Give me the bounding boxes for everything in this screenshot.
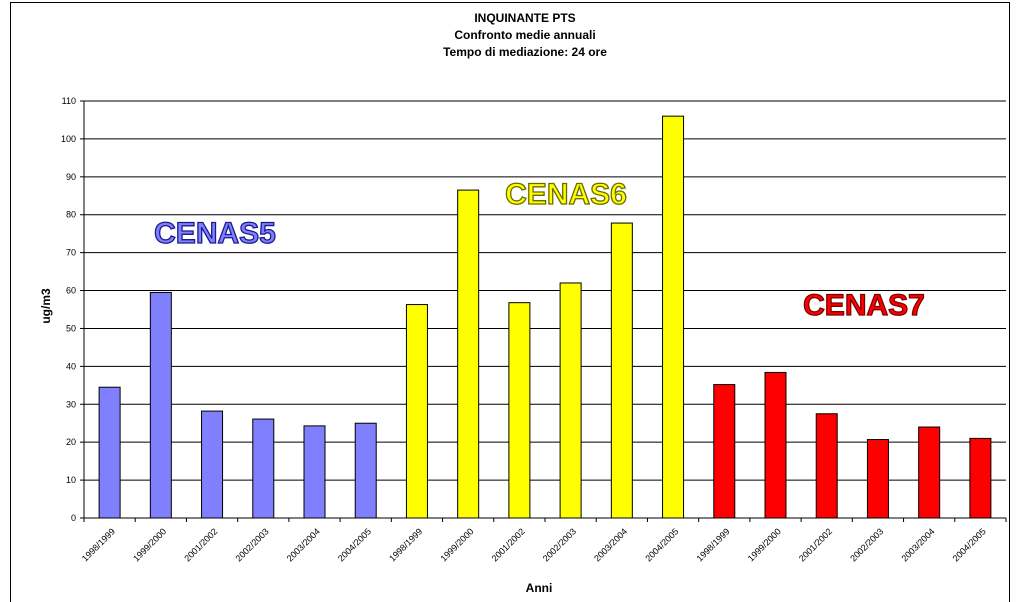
bar (918, 426, 941, 519)
y-tick-label: 50 (66, 323, 76, 333)
y-tick-label: 10 (66, 475, 76, 485)
y-tick-label: 110 (62, 96, 76, 106)
x-tick-label: 1998/1999 (695, 526, 732, 563)
y-tick-label: 30 (66, 399, 76, 409)
bar (662, 115, 685, 519)
group-label-cenas6: CENAS6 (505, 178, 627, 211)
bar (866, 439, 889, 519)
x-tick-label: 1999/2000 (131, 526, 168, 563)
bars (98, 115, 992, 519)
bar (815, 413, 838, 519)
y-tick-label: 100 (61, 134, 76, 144)
y-tick-label: 90 (66, 172, 76, 182)
chart-frame (10, 2, 1010, 602)
x-tick-label: 2001/2002 (490, 526, 527, 563)
chart-title-line-2: Confronto medie annuali (454, 28, 595, 42)
y-axis-ticks: 0 10 20 30 40 50 60 70 80 90 100 110 (61, 96, 84, 523)
x-tick-label: 2001/2002 (797, 526, 834, 563)
x-tick-label: 1998/1999 (387, 526, 424, 563)
group-labels: CENAS5 CENAS6 CENAS7 (153, 177, 925, 322)
bar (98, 386, 121, 519)
y-tick-label: 40 (66, 361, 76, 371)
bar (508, 302, 531, 519)
bar (559, 282, 582, 519)
bar (405, 304, 428, 519)
bar (610, 222, 633, 519)
x-tick-label: 2004/2005 (643, 526, 680, 563)
bar (457, 189, 480, 519)
bar (354, 422, 377, 519)
bar (252, 418, 275, 519)
bar (713, 384, 736, 519)
x-tick-label: 2002/2003 (541, 526, 578, 563)
bar (201, 410, 224, 519)
x-tick-label: 2002/2003 (234, 526, 271, 563)
x-tick-label: 2003/2004 (899, 526, 936, 563)
bar (149, 291, 172, 519)
x-axis-label: Anni (526, 581, 553, 595)
bar (303, 425, 326, 519)
bar (764, 371, 787, 519)
chart-title: INQUINANTE PTS Confronto medie annuali T… (443, 11, 607, 59)
x-tick-label: 1998/1999 (80, 526, 117, 563)
y-axis-label: ug/m3 (39, 288, 53, 324)
chart-title-line-1: INQUINANTE PTS (474, 11, 575, 25)
x-tick-label: 2001/2002 (182, 526, 219, 563)
bar (969, 437, 992, 519)
y-tick-label: 80 (66, 210, 76, 220)
x-tick-label: 2003/2004 (592, 526, 629, 563)
y-tick-label: 0 (71, 513, 76, 523)
x-tick-label: 2004/2005 (951, 526, 988, 563)
x-tick-label: 2003/2004 (285, 526, 322, 563)
chart-title-line-3: Tempo di mediazione: 24 ore (443, 45, 607, 59)
x-tick-label: 2004/2005 (336, 526, 373, 563)
x-tick-label: 1999/2000 (438, 526, 475, 563)
y-tick-label: 20 (66, 437, 76, 447)
grid-lines (84, 100, 1006, 481)
group-label-cenas7: CENAS7 (803, 289, 925, 322)
x-axis-ticks: 1998/1999 1999/2000 2001/2002 2002/2003 2003… (80, 518, 1007, 563)
y-tick-label: 70 (66, 248, 76, 258)
x-tick-label: 1999/2000 (746, 526, 783, 563)
y-tick-label: 60 (66, 286, 76, 296)
axes (83, 101, 1006, 519)
group-label-cenas5: CENAS5 (154, 217, 276, 250)
x-tick-label: 2002/2003 (848, 526, 885, 563)
